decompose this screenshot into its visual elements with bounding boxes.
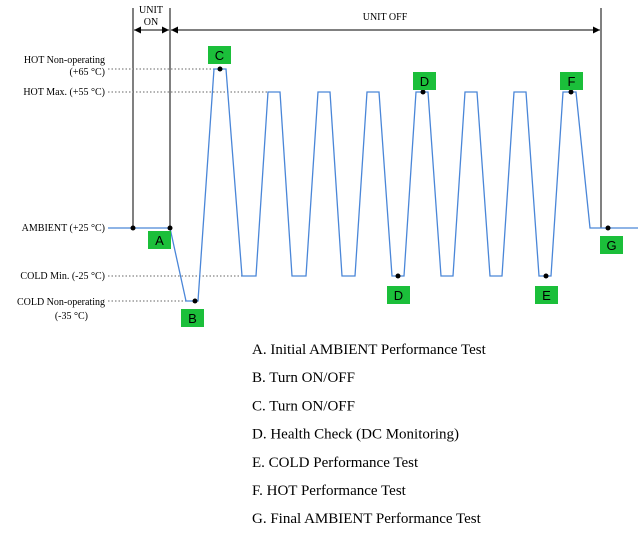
- marker-box: [413, 72, 436, 90]
- markers: A B C D D E F G: [148, 46, 623, 327]
- legend-item: G. Final AMBIENT Performance Test: [252, 511, 482, 527]
- level-label: HOT Non-operating: [24, 55, 105, 66]
- legend: A. Initial AMBIENT Performance Test B. Tu…: [252, 342, 487, 527]
- marker-box: [148, 231, 171, 249]
- level-label: COLD Non-operating: [17, 297, 105, 308]
- level-label: COLD Min. (-25 °C): [20, 271, 105, 282]
- marker-box: [600, 236, 623, 254]
- temperature-profile: [108, 68, 638, 302]
- marker-label: A: [155, 233, 164, 248]
- legend-item: B. Turn ON/OFF: [252, 370, 355, 386]
- marker-label: E: [542, 288, 551, 303]
- marker-box: [181, 309, 204, 327]
- points: [130, 66, 611, 304]
- legend-item: C. Turn ON/OFF: [252, 398, 355, 414]
- marker-box: [208, 46, 231, 64]
- marker-box: [387, 286, 410, 304]
- marker-label: D: [420, 74, 429, 89]
- legend-item: E. COLD Performance Test: [252, 455, 419, 471]
- legend-item: D. Health Check (DC Monitoring): [252, 427, 459, 443]
- bracket-lines: [132, 8, 602, 228]
- marker-label: D: [394, 288, 403, 303]
- unit-off: UNIT OFF: [363, 12, 408, 23]
- marker-box: [560, 72, 583, 90]
- level-label: HOT Max. (+55 °C): [23, 87, 105, 98]
- marker-label: G: [606, 238, 616, 253]
- level-label: (+65 °C): [70, 67, 105, 78]
- level-label: (-35 °C): [55, 311, 88, 322]
- level-label: AMBIENT (+25 °C): [22, 223, 105, 234]
- marker-label: C: [215, 48, 224, 63]
- legend-item: F. HOT Performance Test: [252, 483, 407, 499]
- marker-label: B: [188, 311, 197, 326]
- legend-item: A. Initial AMBIENT Performance Test: [252, 342, 487, 358]
- unit-on: UNIT: [139, 5, 163, 16]
- unit-on: ON: [144, 17, 158, 28]
- marker-label: F: [568, 74, 576, 89]
- marker-box: [535, 286, 558, 304]
- guides: [108, 68, 268, 302]
